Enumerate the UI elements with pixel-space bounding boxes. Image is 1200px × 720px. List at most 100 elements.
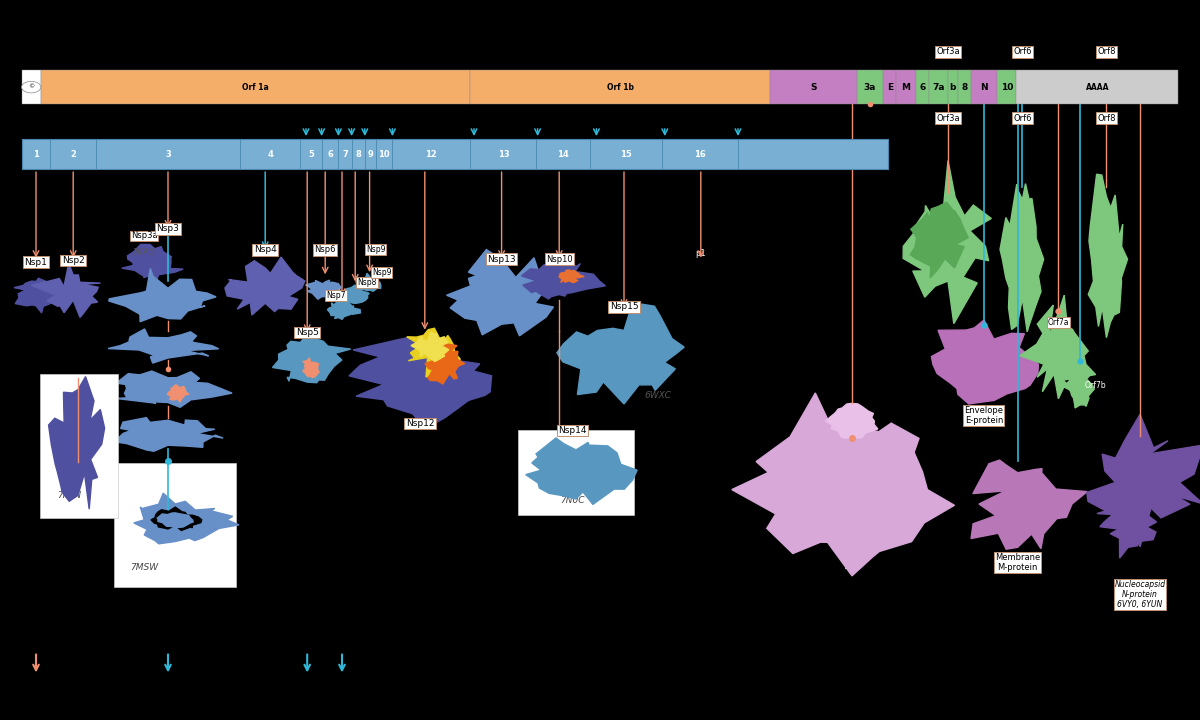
Text: 4: 4 — [268, 150, 272, 158]
Polygon shape — [911, 202, 968, 278]
Text: Nsp7: Nsp7 — [326, 291, 346, 300]
Polygon shape — [115, 418, 223, 451]
Polygon shape — [167, 384, 188, 402]
Text: Orf8: Orf8 — [1097, 114, 1116, 122]
Text: AAAA: AAAA — [1086, 83, 1109, 91]
Text: N: N — [980, 83, 988, 91]
Polygon shape — [340, 285, 370, 303]
Text: 6: 6 — [328, 150, 332, 158]
Text: 3: 3 — [166, 150, 170, 158]
Circle shape — [22, 81, 41, 93]
Polygon shape — [526, 438, 637, 505]
Text: Nucleocapsid
N-protein
6VY0, 6YUN: Nucleocapsid N-protein 6VY0, 6YUN — [1115, 580, 1165, 609]
Text: Nsp2: Nsp2 — [62, 256, 84, 265]
Polygon shape — [412, 332, 449, 361]
Text: Orf3a: Orf3a — [936, 48, 960, 56]
Polygon shape — [1097, 492, 1157, 558]
FancyBboxPatch shape — [916, 70, 929, 104]
Polygon shape — [425, 336, 464, 384]
Polygon shape — [306, 280, 341, 300]
Polygon shape — [904, 161, 991, 323]
Polygon shape — [559, 270, 584, 282]
Text: Nsp9: Nsp9 — [372, 268, 391, 276]
FancyBboxPatch shape — [845, 439, 859, 569]
Text: 10: 10 — [378, 150, 390, 158]
Text: S: S — [810, 83, 817, 91]
Text: Nsp8: Nsp8 — [358, 278, 377, 287]
Polygon shape — [1088, 174, 1128, 338]
FancyBboxPatch shape — [971, 70, 997, 104]
FancyBboxPatch shape — [896, 70, 916, 104]
Text: Nsp15: Nsp15 — [610, 302, 638, 311]
Text: p1: p1 — [696, 249, 706, 258]
Text: Nsp4: Nsp4 — [254, 246, 276, 254]
Text: 16: 16 — [695, 150, 706, 158]
Text: Orf8: Orf8 — [1097, 48, 1116, 56]
Polygon shape — [446, 250, 557, 336]
Text: b: b — [949, 83, 956, 91]
Polygon shape — [328, 300, 360, 319]
Text: Nsp10: Nsp10 — [546, 255, 572, 264]
Text: 9: 9 — [367, 150, 373, 158]
Polygon shape — [31, 264, 101, 318]
Text: 10: 10 — [1001, 83, 1013, 91]
Polygon shape — [272, 334, 350, 383]
Polygon shape — [133, 493, 239, 544]
FancyBboxPatch shape — [948, 70, 958, 104]
Polygon shape — [48, 377, 104, 509]
FancyBboxPatch shape — [114, 463, 236, 587]
Text: Nsp14: Nsp14 — [558, 426, 587, 435]
Text: 3a: 3a — [864, 83, 876, 91]
FancyBboxPatch shape — [41, 70, 470, 104]
Polygon shape — [224, 257, 305, 315]
FancyBboxPatch shape — [958, 70, 971, 104]
Text: Nsp9: Nsp9 — [366, 246, 385, 254]
FancyBboxPatch shape — [857, 70, 883, 104]
Polygon shape — [302, 358, 319, 377]
Text: 13: 13 — [498, 150, 509, 158]
Polygon shape — [522, 261, 606, 299]
Text: 7a: 7a — [932, 83, 944, 91]
Text: Orf3a: Orf3a — [936, 114, 960, 122]
Polygon shape — [557, 302, 684, 404]
Text: E: E — [887, 83, 893, 91]
Text: 7K3N: 7K3N — [58, 492, 82, 500]
Text: Orf 1a: Orf 1a — [242, 83, 269, 91]
Text: 6WXC: 6WXC — [644, 390, 671, 400]
Text: Nsp13: Nsp13 — [487, 255, 516, 264]
FancyBboxPatch shape — [929, 70, 948, 104]
FancyBboxPatch shape — [518, 430, 634, 515]
Text: 6: 6 — [919, 83, 925, 91]
Text: Orf6: Orf6 — [1013, 114, 1032, 122]
Text: 12: 12 — [426, 150, 437, 158]
Polygon shape — [121, 244, 184, 285]
Text: M: M — [901, 83, 911, 91]
FancyBboxPatch shape — [470, 70, 770, 104]
FancyBboxPatch shape — [22, 139, 888, 169]
Polygon shape — [1066, 359, 1094, 408]
Text: 7: 7 — [342, 150, 348, 158]
Text: Nsp1: Nsp1 — [24, 258, 48, 266]
Polygon shape — [1020, 295, 1096, 399]
FancyBboxPatch shape — [883, 70, 896, 104]
Text: 15: 15 — [620, 150, 632, 158]
Polygon shape — [407, 328, 460, 379]
Text: 7KAG: 7KAG — [132, 248, 156, 258]
Text: 5: 5 — [308, 150, 313, 158]
FancyBboxPatch shape — [1016, 70, 1178, 104]
Polygon shape — [116, 371, 232, 408]
Text: Nsp6: Nsp6 — [314, 246, 336, 254]
Text: Envelope
E-protein: Envelope E-protein — [965, 406, 1003, 426]
Polygon shape — [931, 320, 1038, 404]
FancyBboxPatch shape — [40, 374, 118, 518]
Text: Nsp3a: Nsp3a — [131, 232, 157, 240]
Polygon shape — [157, 513, 193, 528]
Text: Membrane
M-protein: Membrane M-protein — [995, 553, 1040, 572]
Polygon shape — [971, 460, 1087, 549]
Text: 8: 8 — [355, 150, 361, 158]
Text: 7N0C: 7N0C — [560, 497, 584, 505]
Polygon shape — [151, 507, 202, 531]
Text: Orf7b: Orf7b — [1085, 382, 1106, 390]
Polygon shape — [826, 403, 877, 438]
Polygon shape — [109, 269, 216, 322]
